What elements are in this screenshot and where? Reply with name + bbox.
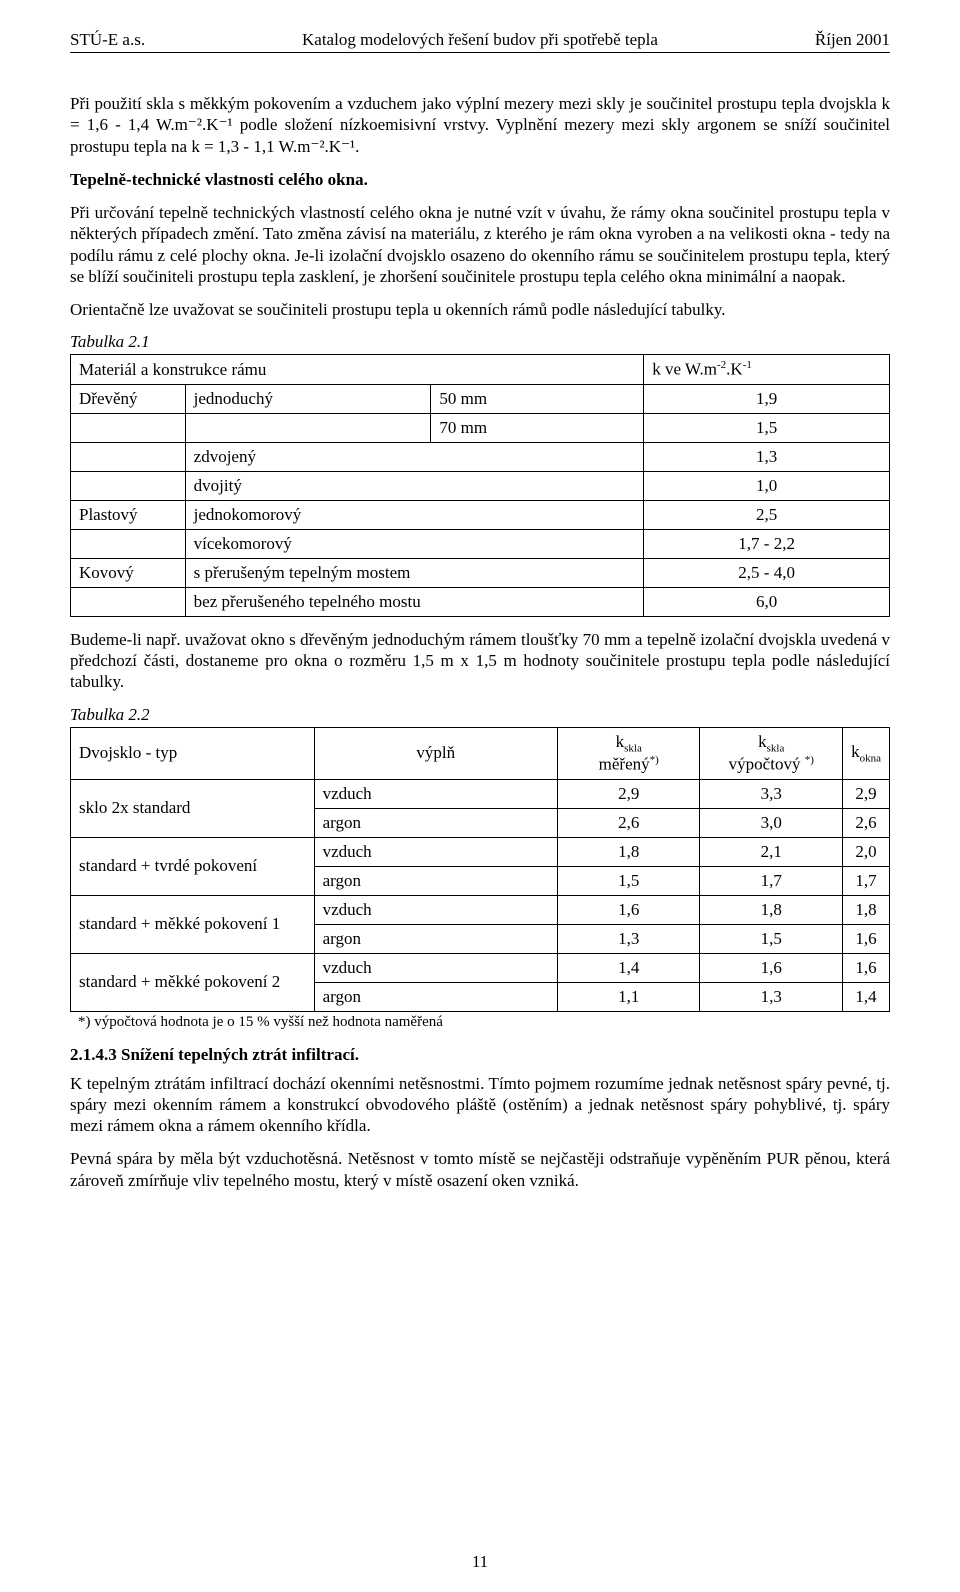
t21-c1 — [71, 442, 186, 471]
t22-v3: 1,8 — [843, 895, 890, 924]
t22-fill: argon — [314, 924, 557, 953]
t22-v3: 1,4 — [843, 982, 890, 1011]
page-number: 11 — [0, 1552, 960, 1572]
section-heading-thermal: Tepelně-technické vlastnosti celého okna… — [70, 169, 890, 190]
table-row: standard + měkké pokovení 2 vzduch 1,4 1… — [71, 953, 890, 982]
t22-fill: argon — [314, 808, 557, 837]
t21-c1: Kovový — [71, 558, 186, 587]
t21-c4: 6,0 — [644, 587, 890, 616]
t22-v2: 2,1 — [700, 837, 843, 866]
table-row: Kovový s přerušeným tepelným mostem 2,5 … — [71, 558, 890, 587]
t21-c2: dvojitý — [185, 471, 644, 500]
t22-h-vypoctovy: kskla výpočtový *) — [700, 727, 843, 779]
t22-v1: 2,9 — [558, 779, 700, 808]
table-row: vícekomorový 1,7 - 2,2 — [71, 529, 890, 558]
t22-v2: 1,7 — [700, 866, 843, 895]
table-row: 70 mm 1,5 — [71, 413, 890, 442]
t22-v1: 1,3 — [558, 924, 700, 953]
table-row: sklo 2x standard vzduch 2,9 3,3 2,9 — [71, 779, 890, 808]
t21-c2 — [185, 413, 431, 442]
t21-c1 — [71, 471, 186, 500]
t21-c2: bez přerušeného tepelného mostu — [185, 587, 644, 616]
header-center: Katalog modelových řešení budov při spot… — [302, 30, 658, 50]
t21-c4: 1,0 — [644, 471, 890, 500]
t21-c4: 2,5 - 4,0 — [644, 558, 890, 587]
paragraph-infiltration-1: K tepelným ztrátám infiltrací dochází ok… — [70, 1073, 890, 1137]
t21-header-material: Materiál a konstrukce rámu — [71, 355, 644, 385]
t22-v2: 3,0 — [700, 808, 843, 837]
paragraph-between-tables: Budeme-li např. uvažovat okno s dřevěným… — [70, 629, 890, 693]
t22-v3: 1,6 — [843, 953, 890, 982]
t22-fill: vzduch — [314, 953, 557, 982]
t22-v1: 1,4 — [558, 953, 700, 982]
t21-c2: vícekomorový — [185, 529, 644, 558]
t22-v2: 3,3 — [700, 779, 843, 808]
table-row: zdvojený 1,3 — [71, 442, 890, 471]
table-2-1-caption: Tabulka 2.1 — [70, 332, 890, 352]
t21-header-k: k ve W.m-2.K-1 — [644, 355, 890, 385]
t21-c2: jednokomorový — [185, 500, 644, 529]
t22-v1: 1,1 — [558, 982, 700, 1011]
paragraph-thermal-2: Orientačně lze uvažovat se součiniteli p… — [70, 299, 890, 320]
t21-c4: 1,7 - 2,2 — [644, 529, 890, 558]
table-row: Dřevěný jednoduchý 50 mm 1,9 — [71, 384, 890, 413]
t22-type: standard + měkké pokovení 2 — [71, 953, 315, 1011]
t21-c4: 2,5 — [644, 500, 890, 529]
paragraph-thermal-1: Při určování tepelně technických vlastno… — [70, 202, 890, 287]
t22-type: sklo 2x standard — [71, 779, 315, 837]
t22-fill: vzduch — [314, 895, 557, 924]
t22-v3: 2,6 — [843, 808, 890, 837]
t22-fill: argon — [314, 982, 557, 1011]
table-2-2-caption: Tabulka 2.2 — [70, 705, 890, 725]
table-row: dvojitý 1,0 — [71, 471, 890, 500]
t21-c1 — [71, 529, 186, 558]
t21-c4: 1,5 — [644, 413, 890, 442]
header-right: Říjen 2001 — [815, 30, 890, 50]
t22-v2: 1,6 — [700, 953, 843, 982]
section-heading-infiltration: 2.1.4.3 Snížení tepelných ztrát infiltra… — [70, 1045, 890, 1065]
table-2-1: Materiál a konstrukce rámu k ve W.m-2.K-… — [70, 354, 890, 617]
t21-c1: Plastový — [71, 500, 186, 529]
t21-c1: Dřevěný — [71, 384, 186, 413]
t22-v1: 1,8 — [558, 837, 700, 866]
t22-fill: vzduch — [314, 837, 557, 866]
t22-fill: vzduch — [314, 779, 557, 808]
t22-v2: 1,5 — [700, 924, 843, 953]
t21-c2: zdvojený — [185, 442, 644, 471]
table-row: bez přerušeného tepelného mostu 6,0 — [71, 587, 890, 616]
t21-c4: 1,9 — [644, 384, 890, 413]
t21-c3: 50 mm — [431, 384, 644, 413]
t22-v3: 1,7 — [843, 866, 890, 895]
t22-footnote: *) výpočtová hodnota je o 15 % vyšší než… — [70, 1014, 890, 1031]
table-2-2: Dvojsklo - typ výplň kskla měřený*) kskl… — [70, 727, 890, 1012]
t22-h-okna: kokna — [843, 727, 890, 779]
t22-v3: 2,9 — [843, 779, 890, 808]
paragraph-infiltration-2: Pevná spára by měla být vzduchotěsná. Ne… — [70, 1148, 890, 1191]
table-row: standard + tvrdé pokovení vzduch 1,8 2,1… — [71, 837, 890, 866]
table-row: standard + měkké pokovení 1 vzduch 1,6 1… — [71, 895, 890, 924]
t21-c3: 70 mm — [431, 413, 644, 442]
t22-v1: 1,5 — [558, 866, 700, 895]
t21-c4: 1,3 — [644, 442, 890, 471]
t22-v2: 1,8 — [700, 895, 843, 924]
page-header: STÚ-E a.s. Katalog modelových řešení bud… — [70, 30, 890, 53]
t22-v3: 2,0 — [843, 837, 890, 866]
t22-v2: 1,3 — [700, 982, 843, 1011]
header-left: STÚ-E a.s. — [70, 30, 145, 50]
t22-h-mereny: kskla měřený*) — [558, 727, 700, 779]
t21-c2: s přerušeným tepelným mostem — [185, 558, 644, 587]
paragraph-intro-1: Při použití skla s měkkým pokovením a vz… — [70, 93, 890, 157]
t21-c1 — [71, 587, 186, 616]
t22-h-type: Dvojsklo - typ — [71, 727, 315, 779]
t22-h-fill: výplň — [314, 727, 557, 779]
t22-type: standard + tvrdé pokovení — [71, 837, 315, 895]
t22-fill: argon — [314, 866, 557, 895]
t22-type: standard + měkké pokovení 1 — [71, 895, 315, 953]
t21-c2: jednoduchý — [185, 384, 431, 413]
t22-v1: 1,6 — [558, 895, 700, 924]
t22-v3: 1,6 — [843, 924, 890, 953]
table-row: Plastový jednokomorový 2,5 — [71, 500, 890, 529]
t22-v1: 2,6 — [558, 808, 700, 837]
t21-c1 — [71, 413, 186, 442]
